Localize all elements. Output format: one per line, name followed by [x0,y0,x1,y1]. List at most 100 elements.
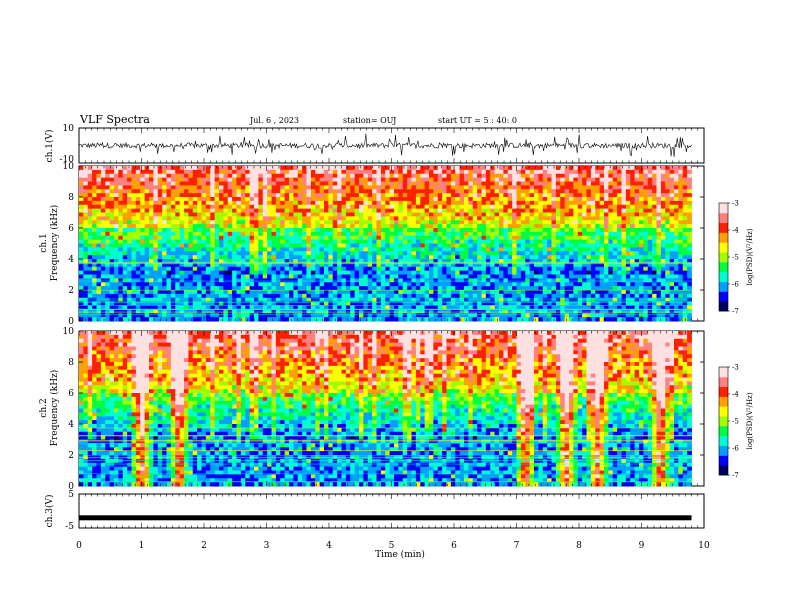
spectrogram-cell [587,213,592,217]
spectrogram-cell [442,178,447,182]
spectrogram-cell [324,193,329,197]
spectrogram-cell [197,216,202,220]
spectrogram-cell [473,271,478,275]
spectrogram-cell [215,178,220,182]
spectrogram-cell [232,205,237,209]
spectrogram-cell [464,313,469,317]
spectrogram-cell [381,224,386,228]
spectrogram-cell [114,224,119,228]
spectrogram-cell [355,294,360,298]
spectrogram-cell [385,166,390,170]
spectrogram-cell [162,232,167,236]
spectrogram-cell [350,251,355,255]
spectrogram-cell [241,247,246,251]
spectrogram-cell [118,197,123,201]
spectrogram-cell [429,309,434,313]
spectrogram-cell [328,271,333,275]
spectrogram-cell [184,244,189,248]
spectrogram-cell [149,166,154,170]
spectrogram-cell [569,213,574,217]
spectrogram-cell [127,213,132,217]
spectrogram-cell [346,286,351,290]
spectrogram-cell [153,189,158,193]
spectrogram-cell [307,182,312,186]
spectrogram-cell [407,174,412,178]
spectrogram-cell [565,228,570,232]
spectrogram-cell [171,213,176,217]
spectrogram-cell [447,193,452,197]
spectrogram-cell [302,185,307,189]
spectrogram-cell [517,255,522,259]
spectrogram-cell [617,294,622,298]
spectrogram-cell [132,236,137,240]
spectrogram-cell [407,232,412,236]
spectrogram-cell [311,313,316,317]
spectrogram-cell [175,178,180,182]
spectrogram-cell [167,228,172,232]
spectrogram-cell [517,244,522,248]
spectrogram-cell [219,271,224,275]
spectrogram-cell [118,174,123,178]
spectrogram-cell [499,232,504,236]
spectrogram-cell [311,275,316,279]
spectrogram-cell [328,228,333,232]
spectrogram-cell [560,290,565,294]
spectrogram-cell [451,166,456,170]
spectrogram-cell [495,282,500,286]
spectrogram-cell [210,255,215,259]
spectrogram-cell [495,228,500,232]
spectrogram-cell [508,309,513,313]
spectrogram-cell [324,271,329,275]
spectrogram-cell [525,247,530,251]
spectrogram-cell [451,267,456,271]
spectrogram-cell [377,259,382,263]
spectrogram-cell [482,205,487,209]
spectrogram-cell [600,166,605,170]
spectrogram-cell [460,170,465,174]
spectrogram-cell [508,178,513,182]
spectrogram-cell [473,170,478,174]
spectrogram-cell [162,185,167,189]
spectrogram-cell [425,224,430,228]
spectrogram-cell [162,255,167,259]
spectrogram-cell [512,267,517,271]
spectrogram-cell [337,290,342,294]
spectrogram-cell [320,170,325,174]
spectrogram-cell [276,178,281,182]
spectrogram-cell [521,278,526,282]
spectrogram-cell [403,224,408,228]
spectrogram-cell [490,197,495,201]
spectrogram-cell [258,224,263,228]
spectrogram-cell [263,247,268,251]
spectrogram-cell [311,255,316,259]
spectrogram-cell [132,275,137,279]
spectrogram-cell [153,178,158,182]
spectrogram-cell [223,271,228,275]
spectrogram-cell [79,185,84,189]
spectrogram-cell [416,209,421,213]
spectrogram-cell [114,232,119,236]
spectrogram-cell [355,216,360,220]
spectrogram-cell [175,209,180,213]
spectrogram-cell [538,259,543,263]
spectrogram-cell [600,317,605,321]
spectrogram-cell [403,267,408,271]
spectrogram-cell [543,213,548,217]
spectrogram-cell [206,213,211,217]
spectrogram-cell [355,170,360,174]
spectrogram-cell [482,213,487,217]
spectrogram-cell [455,286,460,290]
spectrogram-cell [486,282,491,286]
spectrogram-cell [464,236,469,240]
spectrogram-cell [508,213,513,217]
spectrogram-cell [433,197,438,201]
spectrogram-cell [328,174,333,178]
spectrogram-cell [263,251,268,255]
spectrogram-cell [416,228,421,232]
spectrogram-cell [552,278,557,282]
spectrogram-cell [215,275,220,279]
spectrogram-cell [241,178,246,182]
spectrogram-cell [110,174,115,178]
spectrogram-cell [534,244,539,248]
spectrogram-cell [280,205,285,209]
